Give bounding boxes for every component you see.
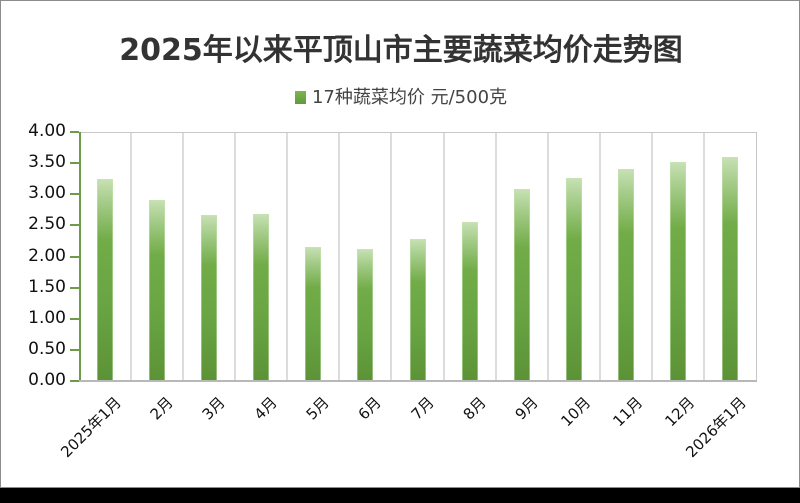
bar	[357, 248, 374, 382]
y-tick	[70, 380, 79, 382]
chart-frame: 2025年以来平顶山市主要蔬菜均价走势图 17种蔬菜均价 元/500克	[0, 0, 800, 488]
y-tick-label: 0.00	[28, 370, 66, 390]
plot-area	[79, 132, 757, 382]
y-tick	[70, 131, 79, 133]
y-tick	[70, 193, 79, 196]
legend-swatch-icon	[294, 91, 306, 104]
grid-line	[546, 133, 549, 382]
grid-line	[702, 133, 705, 382]
grid-line	[442, 133, 445, 382]
x-axis	[79, 380, 757, 382]
y-tick	[70, 224, 79, 227]
bar	[513, 189, 530, 382]
bar	[201, 215, 218, 382]
grid-line	[598, 133, 601, 382]
legend-label: 17种蔬菜均价 元/500克	[311, 87, 508, 108]
bar	[149, 200, 166, 382]
y-tick-label: 3.50	[28, 152, 66, 173]
y-tick-label: 1.00	[28, 307, 66, 328]
y-tick-label: 4.00	[28, 121, 66, 141]
y-axis	[79, 132, 81, 381]
y-tick-label: 1.50	[28, 276, 66, 297]
y-tick	[70, 348, 79, 351]
y-tick-label: 2.00	[28, 245, 66, 266]
grid-line	[650, 133, 653, 382]
bar	[565, 177, 582, 382]
y-tick-label: 3.00	[28, 183, 66, 204]
grid-line	[234, 133, 237, 382]
bar	[617, 169, 634, 382]
legend: 17种蔬菜均价 元/500克	[1, 83, 800, 109]
bar	[305, 246, 322, 382]
bar	[97, 179, 114, 382]
grid-line	[130, 133, 133, 382]
chart-title: 2025年以来平顶山市主要蔬菜均价走势图	[119, 33, 683, 68]
bar	[669, 162, 686, 382]
grid-line	[390, 133, 393, 382]
bar	[253, 213, 270, 382]
grid-line	[338, 133, 341, 382]
grid-line	[182, 133, 185, 382]
y-tick-label: 0.50	[28, 338, 66, 359]
bottom-bar	[0, 488, 800, 503]
y-tick	[70, 286, 79, 289]
y-tick	[70, 317, 79, 320]
y-tick	[70, 162, 79, 165]
grid-line	[494, 133, 497, 382]
y-tick	[70, 255, 79, 258]
bar	[721, 157, 738, 382]
bar	[461, 222, 478, 382]
bar	[409, 238, 426, 382]
y-tick-label: 2.50	[28, 214, 66, 235]
grid-line	[286, 133, 289, 382]
